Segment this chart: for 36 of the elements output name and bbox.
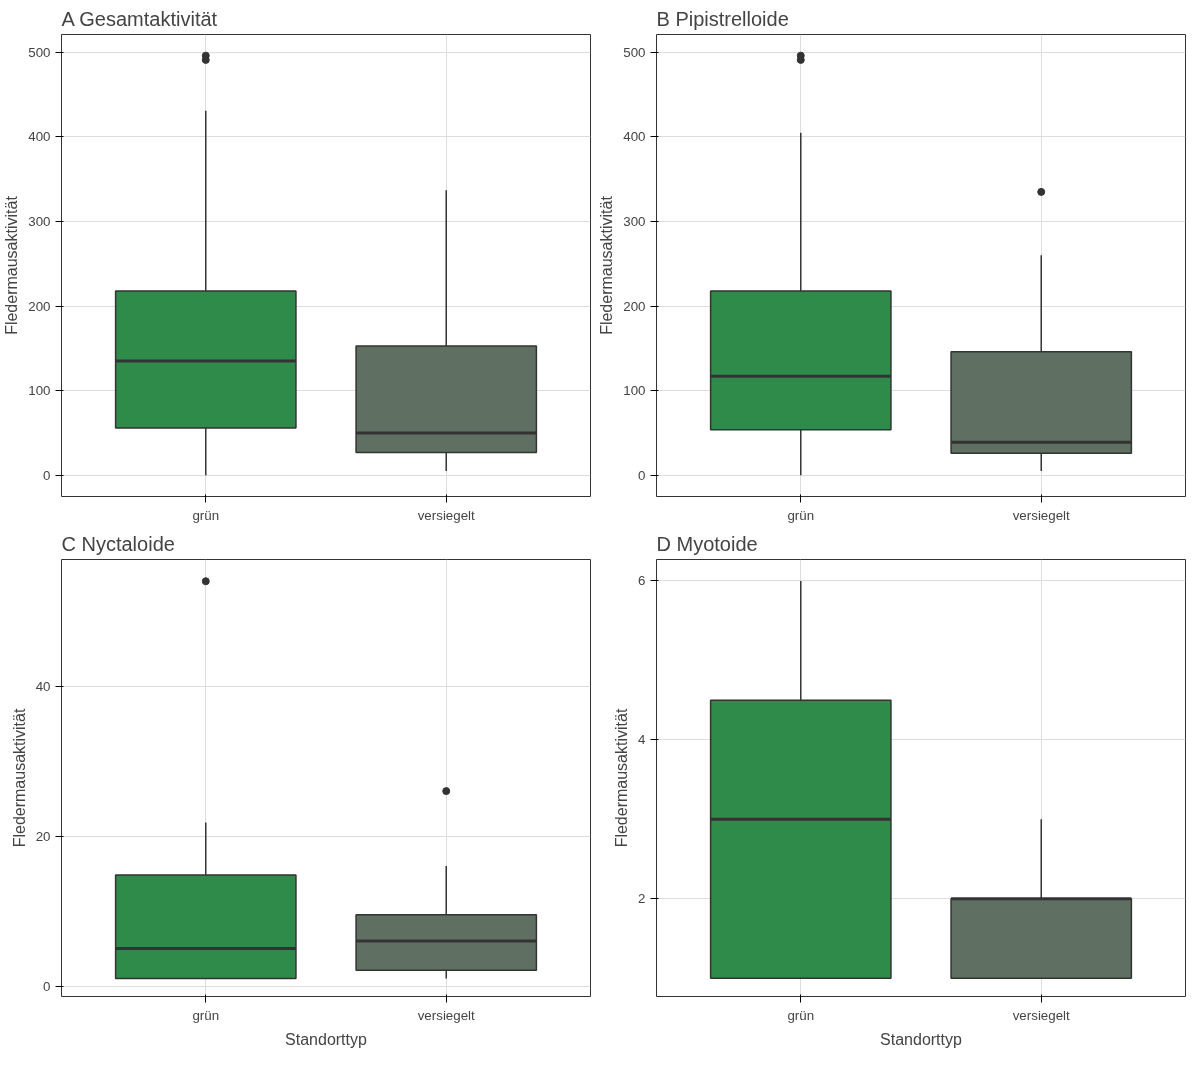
- y-tick-label: 400: [623, 129, 646, 145]
- y-tick-label: 0: [638, 467, 646, 483]
- y-tick-label: 20: [35, 828, 51, 844]
- y-tick-label: 100: [28, 383, 51, 399]
- y-axis-title: Fledermausaktivität: [598, 195, 616, 335]
- y-tick-label: 40: [35, 678, 51, 694]
- text: C Nyctaloide: [61, 532, 175, 555]
- y-tick-label: 100: [623, 383, 646, 399]
- x-tick-label: versiegelt: [1012, 1007, 1071, 1023]
- x-axis-title: Standorttyp: [880, 1030, 963, 1048]
- x-tick-label: grün: [787, 507, 815, 523]
- y-tick-label: 200: [28, 298, 51, 314]
- x-tick-label: grün: [192, 1007, 220, 1023]
- y-tick-label: 4: [638, 732, 647, 748]
- y-tick-label: 400: [28, 129, 51, 145]
- text: A Gesamtaktivität: [61, 7, 218, 30]
- y-axis-title: Fledermausaktivität: [3, 195, 21, 335]
- x-axis-title: Standorttyp: [285, 1030, 368, 1048]
- y-tick-label: 500: [28, 44, 51, 60]
- x-tick-label: grün: [192, 507, 220, 523]
- y-tick-label: 6: [638, 573, 646, 589]
- y-tick-label: 300: [28, 214, 51, 229]
- y-tick-label: 300: [623, 214, 646, 229]
- y-tick-label: 2: [638, 891, 646, 907]
- text: D Myotoide: [656, 532, 758, 555]
- x-tick-label: versiegelt: [1012, 507, 1071, 523]
- y-tick-label: 0: [43, 978, 51, 994]
- y-axis-title: Fledermausaktivität: [613, 708, 631, 848]
- x-tick-label: versiegelt: [417, 1007, 476, 1023]
- y-tick-label: 200: [623, 298, 646, 314]
- x-tick-label: versiegelt: [417, 507, 476, 523]
- y-tick-label: 500: [623, 44, 646, 60]
- text: B Pipistrelloide: [656, 7, 789, 30]
- y-tick-label: 0: [43, 467, 51, 483]
- y-axis-title: Fledermausaktivität: [10, 708, 28, 848]
- x-tick-label: grün: [787, 1007, 815, 1023]
